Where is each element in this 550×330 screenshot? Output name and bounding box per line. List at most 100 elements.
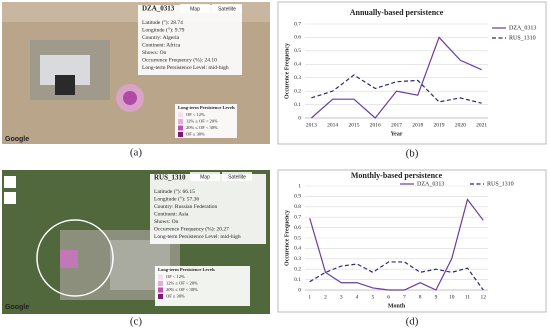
y-tick-label: 0.2 (294, 88, 301, 94)
panel-label: (b) (406, 148, 419, 160)
info-line: Shows: On (154, 219, 179, 225)
legend-label: RUS_1310 (487, 181, 514, 187)
panel-label: (d) (406, 316, 419, 328)
chart-frame (277, 1, 547, 145)
x-tick-label: 10 (449, 294, 455, 300)
series-line (309, 198, 484, 291)
x-tick-label: 2013 (306, 122, 317, 128)
zoom-out[interactable] (4, 192, 16, 204)
chart-title: Annually-based persistence (350, 8, 444, 17)
legend-title: Long-term Persistence Levels (178, 105, 235, 110)
flare-marker (60, 250, 78, 268)
map-button-label[interactable]: Map (200, 174, 210, 180)
info-box (138, 5, 242, 75)
y-tick-label: 0 (298, 115, 301, 121)
x-tick-label: 2017 (391, 122, 402, 128)
y-tick-label: 0.7 (294, 21, 301, 27)
x-axis-label: Month (388, 303, 406, 309)
y-tick-label: 0.4 (294, 62, 301, 68)
legend-swatch (158, 294, 163, 299)
info-line: Continent: Asia (154, 211, 189, 217)
legend-label: 12% ≤ OF < 20% (166, 281, 198, 286)
info-line: Continent: Africa (142, 41, 181, 48)
x-tick-label: 2016 (370, 122, 381, 128)
map-button-label[interactable]: Satellite (228, 174, 246, 180)
info-line: Latitude (°): 28.74 (142, 19, 183, 26)
x-tick-label: 2018 (412, 122, 423, 128)
x-tick-label: 12 (481, 294, 487, 300)
info-line: Longitude (°): 57.36 (154, 195, 199, 202)
x-axis-label: Year (391, 131, 403, 137)
x-tick-label: 5 (371, 294, 374, 300)
x-tick-label: 1 (308, 294, 311, 300)
zoom-in[interactable] (4, 176, 16, 188)
y-tick-label: 1 (298, 183, 301, 189)
flare-marker (123, 91, 137, 105)
range-circle (36, 219, 114, 297)
x-tick-label: 7 (403, 294, 406, 300)
map-button[interactable] (212, 4, 242, 13)
legend-box (175, 104, 237, 138)
map-button[interactable] (222, 172, 252, 181)
y-tick-label: 0.1 (294, 277, 301, 283)
y-tick-label: 0.6 (294, 225, 301, 231)
info-line: Long-term Persistence Level: mid-high (142, 65, 229, 71)
legend-swatch (158, 274, 163, 280)
map-button-label[interactable]: Satellite (218, 6, 236, 12)
legend-swatch (178, 125, 183, 131)
y-tick-label: 0.5 (294, 235, 301, 241)
y-tick-label: 0.6 (294, 35, 301, 41)
legend-swatch (178, 132, 183, 137)
x-tick-label: 6 (387, 294, 390, 300)
x-tick-label: 2015 (348, 122, 359, 128)
legend-swatch (178, 119, 183, 124)
info-line: Occurrence Frequency (%): 24.10 (142, 56, 217, 63)
panel-label: (c) (130, 316, 143, 328)
x-tick-label: 2021 (476, 122, 487, 128)
map-button-label[interactable]: Map (190, 6, 200, 12)
x-tick-label: 4 (356, 294, 359, 300)
legend-swatch (178, 112, 183, 118)
legend-label: 20% ≤ OF < 30% (186, 125, 218, 130)
y-tick-label: 0.3 (294, 256, 301, 262)
info-line: Country: Russian Federation (154, 204, 217, 210)
x-tick-label: 8 (419, 294, 422, 300)
map-c (2, 170, 270, 314)
legend-title: Long-term Persistence Levels (158, 267, 215, 272)
map-a (2, 2, 270, 144)
info-box (150, 174, 266, 244)
legend-label: OF < 12% (186, 112, 205, 117)
y-tick-label: 0.8 (294, 204, 301, 210)
chart-title: Monthly-based persistence (351, 171, 443, 180)
y-axis-label: Occurence Frequency (284, 43, 290, 99)
x-tick-label: 11 (465, 294, 471, 300)
x-tick-label: 2020 (455, 122, 466, 128)
panel-label: (a) (130, 147, 143, 159)
y-tick-label: 0.3 (294, 75, 301, 81)
chart-frame (277, 169, 547, 313)
info-line: Longitude (°): 9.79 (142, 26, 185, 33)
x-tick-label: 3 (340, 294, 343, 300)
y-tick-label: 0.9 (294, 194, 301, 200)
legend-swatch (158, 281, 163, 286)
y-tick-label: 0 (298, 287, 301, 293)
map-button[interactable] (190, 172, 220, 181)
legend-label: RUS_1310 (509, 35, 536, 41)
info-line: Latitude (°): 66.15 (154, 188, 195, 195)
legend-label: 20% ≤ OF < 30% (166, 287, 198, 292)
y-tick-label: 0.2 (294, 266, 301, 272)
info-line: Country: Algeria (142, 35, 180, 41)
x-tick-label: 9 (435, 294, 438, 300)
y-tick-label: 0.5 (294, 48, 301, 54)
legend-label: DZA_0313 (417, 181, 444, 187)
map-button[interactable] (180, 4, 210, 13)
x-tick-label: 2014 (327, 122, 338, 128)
legend-label: OF ≥ 30% (186, 132, 205, 137)
y-axis-label: Occurence Frequency (284, 210, 290, 266)
info-title: DZA_0313 (142, 5, 175, 13)
info-line: Long-term Persistence Level: mid-high (154, 234, 241, 240)
map-logo: Google (5, 304, 29, 311)
info-title: RUS_1310 (154, 174, 186, 182)
